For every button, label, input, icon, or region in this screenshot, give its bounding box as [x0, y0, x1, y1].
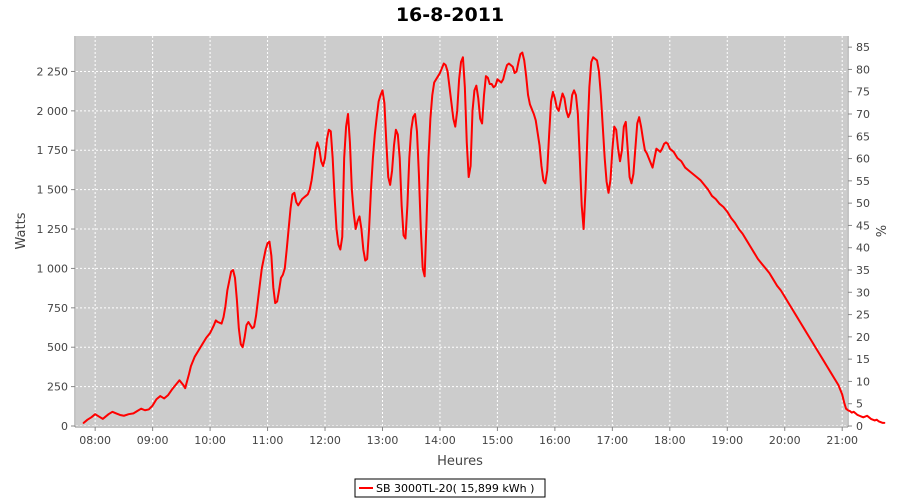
y-tick-label: 500 — [47, 341, 68, 354]
x-tick-label: 08:00 — [79, 434, 111, 447]
x-tick-label: 09:00 — [137, 434, 169, 447]
y-axis-title: Watts — [14, 212, 29, 249]
legend-box — [354, 478, 546, 498]
y2-tick-label: 45 — [856, 219, 870, 232]
y2-tick-label: 55 — [856, 175, 870, 188]
x-tick-label: 15:00 — [482, 434, 514, 447]
y2-tick-label: 80 — [856, 63, 870, 76]
y2-tick-label: 70 — [856, 108, 870, 121]
plot-area — [76, 36, 847, 426]
x-tick-label: 11:00 — [252, 434, 284, 447]
y2-tick-label: 20 — [856, 331, 870, 344]
x-tick-label: 21:00 — [826, 434, 858, 447]
y-tick-label: 1 750 — [37, 144, 69, 157]
chart-title: 16-8-2011 — [396, 4, 504, 26]
y-tick-label: 750 — [47, 302, 68, 315]
legend-label: SB 3000TL-20( 15,899 kWh ) — [376, 482, 534, 495]
x-tick-label: 18:00 — [654, 434, 686, 447]
x-axis-title: Heures — [437, 454, 483, 469]
x-tick-label: 20:00 — [769, 434, 801, 447]
y-tick-label: 0 — [61, 420, 68, 433]
y2-tick-label: 0 — [856, 420, 863, 433]
x-tick-label: 16:00 — [539, 434, 571, 447]
y2-tick-label: 50 — [856, 197, 870, 210]
x-tick-label: 12:00 — [309, 434, 341, 447]
y2-tick-label: 25 — [856, 309, 870, 322]
y-tick-label: 250 — [47, 381, 68, 394]
y-axis-left: 0 250 500 750 1 000 1 250 1 500 1 750 2 000 2 250 — [37, 36, 76, 433]
y-tick-label: 1 500 — [37, 184, 69, 197]
series-line — [82, 51, 886, 424]
x-tick-label: 10:00 — [194, 434, 226, 447]
y-axis-right: 0 5 10 15 20 25 30 35 40 45 50 55 60 65 70 75 80 85 — [847, 36, 870, 433]
x-tick-label: 13:00 — [367, 434, 399, 447]
y2-tick-label: 85 — [856, 41, 870, 54]
y-tick-label: 1 250 — [37, 223, 69, 236]
y2-axis-title: % — [872, 225, 887, 237]
series-layer — [82, 51, 886, 424]
y2-tick-label: 5 — [856, 398, 863, 411]
y2-tick-label: 65 — [856, 130, 870, 143]
y2-tick-label: 30 — [856, 286, 870, 299]
y-tick-label: 2 250 — [37, 65, 69, 78]
x-tick-label: 14:00 — [424, 434, 456, 447]
x-tick-label: 17:00 — [596, 434, 628, 447]
x-axis: 08:00 09:00 10:00 11:00 12:00 13:00 14:00 15:00… — [75, 426, 858, 447]
y2-tick-label: 35 — [856, 264, 870, 277]
x-tick-label: 19:00 — [711, 434, 743, 447]
y2-tick-label: 15 — [856, 353, 870, 366]
y2-tick-label: 40 — [856, 242, 870, 255]
y-tick-label: 1 000 — [37, 262, 69, 275]
y2-tick-label: 60 — [856, 153, 870, 166]
y-tick-label: 2 000 — [37, 105, 69, 118]
y2-tick-label: 75 — [856, 86, 870, 99]
legend: SB 3000TL-20( 15,899 kWh ) — [354, 478, 546, 498]
y2-tick-label: 10 — [856, 375, 870, 388]
